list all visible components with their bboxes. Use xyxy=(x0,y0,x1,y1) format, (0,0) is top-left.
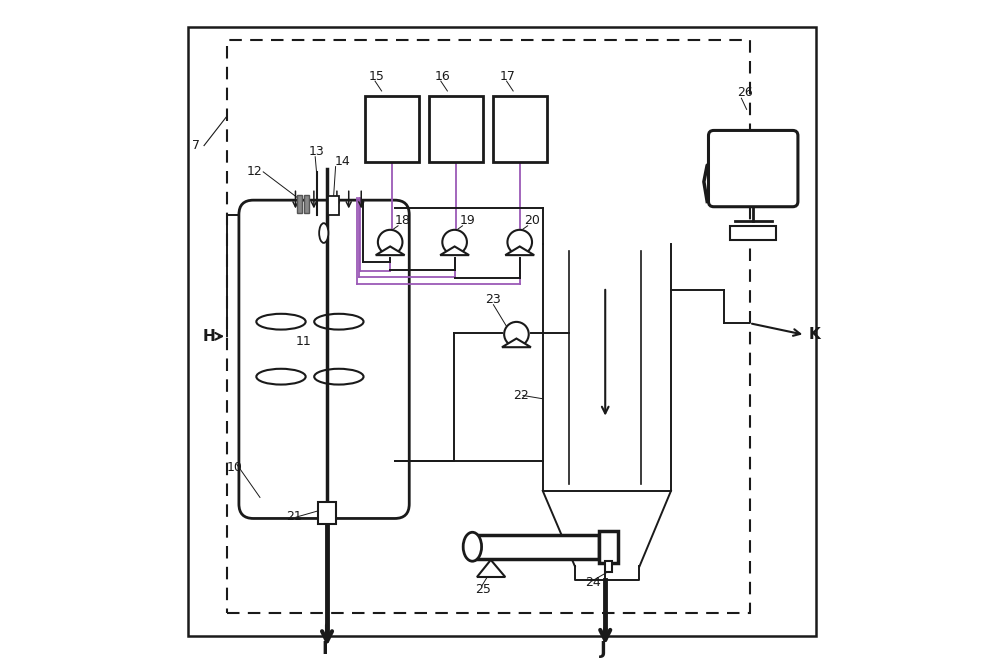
Bar xyxy=(605,561,612,571)
Bar xyxy=(318,502,336,523)
Text: 21: 21 xyxy=(286,510,302,523)
Text: 12: 12 xyxy=(247,165,263,178)
Text: 16: 16 xyxy=(434,70,450,83)
Text: 7: 7 xyxy=(192,139,200,152)
Polygon shape xyxy=(505,246,534,255)
Text: 24: 24 xyxy=(585,576,601,589)
Ellipse shape xyxy=(314,314,364,330)
Ellipse shape xyxy=(463,532,482,561)
Ellipse shape xyxy=(314,369,364,384)
Text: 23: 23 xyxy=(486,294,501,306)
Bar xyxy=(719,141,787,195)
Circle shape xyxy=(442,230,467,254)
Bar xyxy=(297,195,302,213)
Circle shape xyxy=(504,322,529,346)
Polygon shape xyxy=(477,560,505,577)
Text: 20: 20 xyxy=(524,214,540,228)
Ellipse shape xyxy=(256,369,306,384)
Bar xyxy=(227,41,750,613)
Bar xyxy=(328,196,339,214)
Circle shape xyxy=(507,230,532,254)
Text: 26: 26 xyxy=(737,86,753,99)
Text: 13: 13 xyxy=(309,145,324,159)
Bar xyxy=(730,226,776,240)
FancyBboxPatch shape xyxy=(239,200,409,518)
Text: 19: 19 xyxy=(459,214,475,228)
Text: 10: 10 xyxy=(227,461,243,474)
Bar xyxy=(429,97,483,162)
Polygon shape xyxy=(502,338,531,347)
Text: 11: 11 xyxy=(296,335,312,348)
Text: 22: 22 xyxy=(513,389,529,402)
Polygon shape xyxy=(376,246,405,255)
Circle shape xyxy=(378,230,402,254)
Text: 15: 15 xyxy=(368,70,384,83)
Bar xyxy=(365,97,419,162)
Polygon shape xyxy=(440,246,469,255)
Text: J: J xyxy=(600,640,607,658)
Text: 17: 17 xyxy=(500,70,516,83)
Text: H: H xyxy=(203,329,215,344)
Text: 14: 14 xyxy=(335,155,351,168)
Text: K: K xyxy=(809,328,821,342)
Text: 18: 18 xyxy=(395,214,411,228)
Bar xyxy=(474,535,599,559)
Bar xyxy=(304,195,309,213)
Bar xyxy=(599,531,618,563)
Bar xyxy=(493,97,547,162)
Text: I: I xyxy=(322,640,328,658)
FancyBboxPatch shape xyxy=(708,131,798,206)
Ellipse shape xyxy=(256,314,306,330)
Ellipse shape xyxy=(319,223,328,243)
Text: 25: 25 xyxy=(475,583,491,596)
